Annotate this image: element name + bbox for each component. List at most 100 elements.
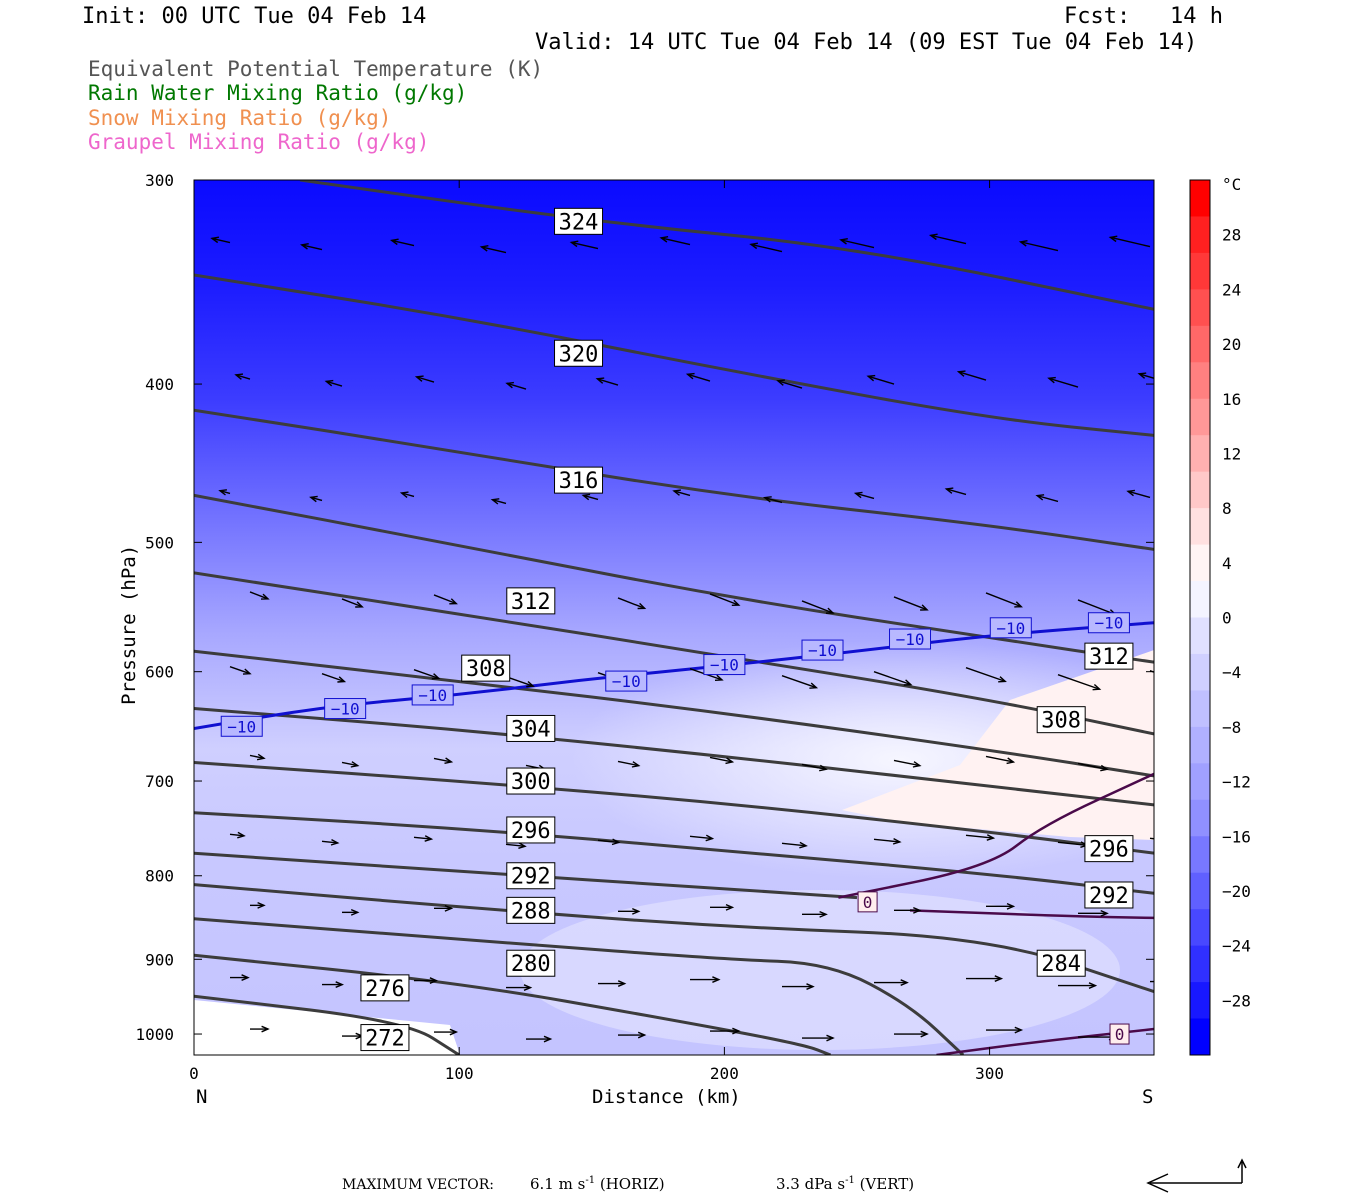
temperature-contour-zero-1 (838, 772, 1154, 899)
legend-graupel: Graupel Mixing Ratio (g/kg) (88, 130, 430, 154)
wind-vector (781, 675, 817, 689)
theta-e-label: 308 (466, 657, 506, 682)
wind-vector (1020, 241, 1059, 252)
wind-vector (893, 759, 920, 767)
wind-vector-head (337, 676, 347, 683)
wind-vector (235, 374, 251, 380)
wind-vector-head (518, 842, 527, 849)
theta-e-contour-284 (194, 883, 1154, 994)
temperature-label-box (1109, 1023, 1130, 1045)
wind-vector-head (237, 831, 246, 839)
wind-vector (777, 380, 803, 389)
temperature-label: −10 (1094, 614, 1123, 633)
wind-vector (583, 494, 599, 501)
wind-vector-head (1174, 838, 1181, 843)
y-tick-label: 800 (145, 867, 174, 886)
wind-vector-head (725, 757, 735, 765)
colorbar-swatch (1190, 653, 1210, 691)
temperature-label-box (889, 628, 932, 650)
max-vector-label: MAXIMUM VECTOR: (342, 1177, 494, 1193)
theta-e-label-box (554, 339, 604, 367)
wind-vector (689, 835, 713, 840)
wind-vector-head (819, 910, 828, 918)
temperature-label: −10 (612, 672, 641, 691)
temperature-label-box (411, 684, 454, 706)
x-tick-label: 200 (710, 1064, 739, 1083)
wind-vector-head (912, 761, 922, 768)
wind-vector-head (350, 761, 360, 768)
wind-vector-head (659, 236, 669, 243)
theta-e-label-box (506, 896, 556, 924)
wind-vector-head (210, 236, 220, 244)
theta-e-label: 320 (559, 342, 599, 367)
wind-vector-head (242, 668, 252, 675)
theta-e-label: 300 (511, 770, 551, 795)
wind-vector (985, 755, 1014, 763)
colorbar-swatch (1190, 252, 1210, 290)
theta-e-label-box (1036, 706, 1086, 734)
theta-e-contour-320 (194, 273, 1154, 437)
colorbar-swatch (1190, 836, 1210, 874)
plot-frame (193, 179, 1155, 1056)
temperature-label-box (605, 670, 648, 692)
wind-vector (873, 671, 912, 686)
wind-vector (1037, 494, 1059, 503)
colorbar-swatch (1190, 508, 1210, 546)
wind-vector (1110, 236, 1151, 248)
theta-e-label: 324 (559, 210, 599, 235)
wind-vector-head (431, 673, 441, 680)
theta-e-label-box (554, 466, 604, 494)
colorbar-unit: °C (1222, 175, 1241, 194)
y-tick-label: 1000 (135, 1025, 174, 1044)
temperature-label: −10 (896, 630, 925, 649)
colorbar-label: 20 (1222, 335, 1241, 354)
wind-vector (946, 488, 967, 496)
wind-vector-head (595, 377, 605, 384)
theta-e-label: 292 (1089, 884, 1129, 909)
wind-vector-head (900, 979, 909, 986)
wind-vector-head (1006, 757, 1016, 765)
wind-vector-head (731, 599, 741, 606)
wind-vector-head (1137, 372, 1147, 379)
theta-e-label: 304 (511, 717, 551, 742)
theta-e-contour-296 (194, 761, 1154, 855)
wind-vector (617, 597, 645, 609)
wind-vector-head (826, 1034, 835, 1042)
colorbar-label: −4 (1222, 663, 1241, 682)
wind-vector (301, 244, 323, 251)
temperature-label: 0 (863, 893, 873, 912)
theta-e-label: 296 (511, 819, 551, 844)
wind-vector-head (819, 764, 828, 772)
temperature-label: −10 (996, 619, 1025, 638)
wind-vector-head (611, 838, 621, 846)
wind-vector (492, 498, 507, 505)
theta-e-contour-276 (194, 953, 832, 1055)
colorbar-swatch (1190, 945, 1210, 983)
wind-vector (965, 834, 994, 839)
wind-vector (873, 838, 900, 843)
theta-e-label-box (461, 654, 511, 682)
valid-time: Valid: 14 UTC Tue 04 Feb 14 (09 EST Tue … (535, 30, 1198, 55)
wind-vector-head (853, 491, 863, 499)
legend-theta-e: Equivalent Potential Temperature (K) (88, 57, 544, 81)
theta-e-contour-272 (194, 994, 461, 1055)
x-axis-start-label: N (196, 1086, 208, 1108)
temperature-label: −10 (418, 686, 447, 705)
reference-vector-icon (1146, 1158, 1247, 1193)
wind-vector (310, 496, 323, 502)
colorbar-label: −20 (1222, 882, 1251, 901)
wind-vector (401, 492, 415, 498)
colorbar-swatch (1190, 1018, 1210, 1056)
theta-e-label: 288 (511, 899, 551, 924)
wind-vector-head (913, 906, 922, 914)
wind-vector-head (806, 983, 815, 990)
x-axis-label: Distance (km) (592, 1086, 741, 1108)
theta-e-contour-312 (194, 493, 1154, 664)
colorbar-swatch (1190, 617, 1210, 655)
temperature-label-box (857, 891, 878, 913)
theta-e-label-box (1084, 881, 1134, 909)
wind-vector (965, 667, 1006, 683)
wind-vector-head (903, 679, 913, 686)
x-tick-label: 300 (975, 1064, 1004, 1083)
